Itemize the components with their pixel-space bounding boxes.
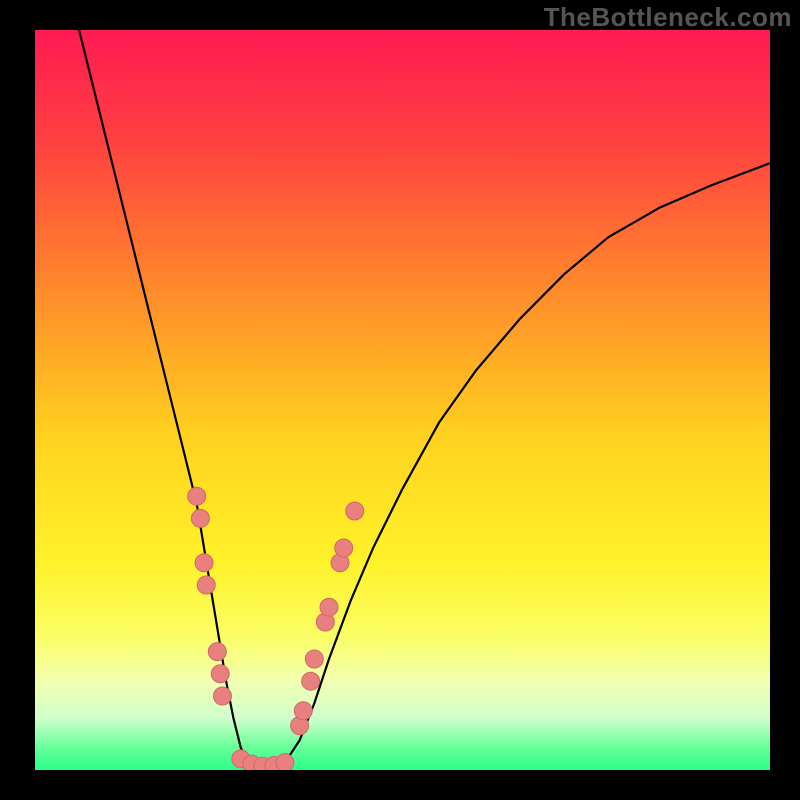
watermark-text: TheBottleneck.com (544, 2, 792, 33)
chart-frame: TheBottleneck.com (0, 0, 800, 800)
data-point (294, 702, 312, 720)
data-point (335, 539, 353, 557)
data-point (191, 509, 209, 527)
data-point (197, 576, 215, 594)
data-point (188, 487, 206, 505)
data-point (208, 643, 226, 661)
data-point (320, 598, 338, 616)
data-point (211, 665, 229, 683)
bottleneck-chart (35, 30, 770, 770)
data-point (302, 672, 320, 690)
data-point (346, 502, 364, 520)
data-point (305, 650, 323, 668)
data-point (213, 687, 231, 705)
data-point (276, 754, 294, 770)
data-point (195, 554, 213, 572)
gradient-background (35, 30, 770, 770)
